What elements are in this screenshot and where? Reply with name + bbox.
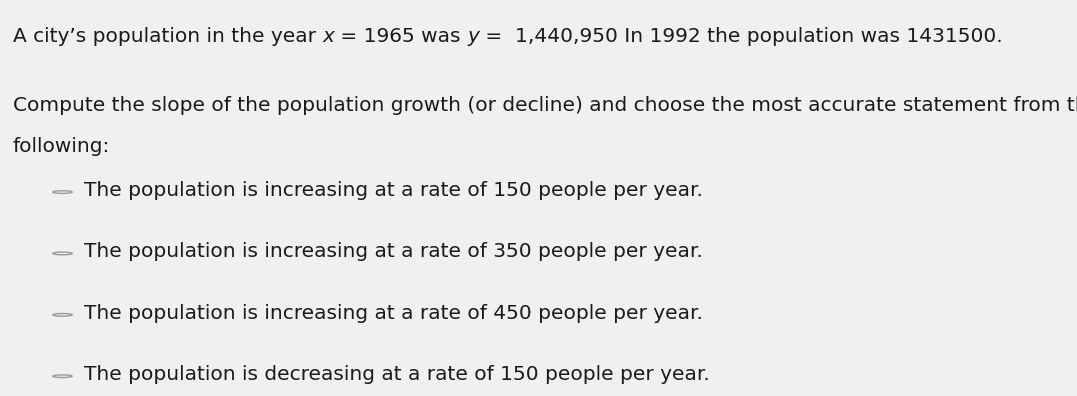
Text: y: y: [467, 27, 479, 46]
Text: The population is decreasing at a rate of 150 people per year.: The population is decreasing at a rate o…: [84, 365, 710, 384]
Text: =  1,440,950 In 1992 the population was 1431500.: = 1,440,950 In 1992 the population was 1…: [479, 27, 1003, 46]
Text: The population is increasing at a rate of 150 people per year.: The population is increasing at a rate o…: [84, 181, 703, 200]
Text: following:: following:: [13, 137, 110, 156]
Text: Compute the slope of the population growth (or decline) and choose the most accu: Compute the slope of the population grow…: [13, 96, 1077, 115]
Text: x: x: [322, 27, 334, 46]
Text: = 1965 was: = 1965 was: [334, 27, 467, 46]
Text: A city’s population in the year: A city’s population in the year: [13, 27, 322, 46]
Text: The population is increasing at a rate of 450 people per year.: The population is increasing at a rate o…: [84, 304, 703, 323]
Text: The population is increasing at a rate of 350 people per year.: The population is increasing at a rate o…: [84, 242, 703, 261]
